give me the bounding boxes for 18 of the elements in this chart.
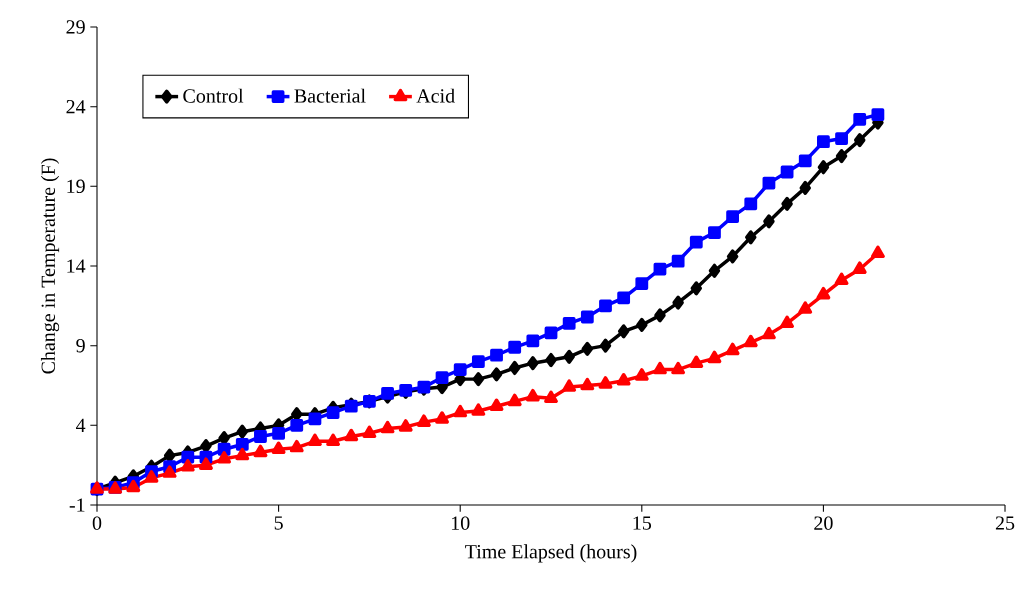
x-axis-title: Time Elapsed (hours) [465,544,637,563]
y-tick-label: 24 [66,100,86,114]
legend-label: Acid [416,88,455,103]
y-tick-label: 19 [67,179,85,194]
y-axis-title: Change in Temperature (F) [40,158,60,374]
legend-label: Bacterial [294,88,366,103]
y-tick-label: -1 [69,498,85,512]
y-tick-label: 29 [66,20,85,34]
x-tick-label: 20 [814,516,833,530]
x-tick-label: 5 [274,516,283,530]
x-tick-label: 25 [995,516,1015,530]
y-tick-label: 9 [76,338,85,353]
legend-label: Control [183,88,244,103]
y-tick-label: 4 [76,418,86,432]
y-tick-label: 14 [67,259,86,273]
x-tick-label: 0 [92,516,102,530]
x-tick-label: 15 [633,516,652,530]
x-tick-label: 10 [451,516,470,530]
